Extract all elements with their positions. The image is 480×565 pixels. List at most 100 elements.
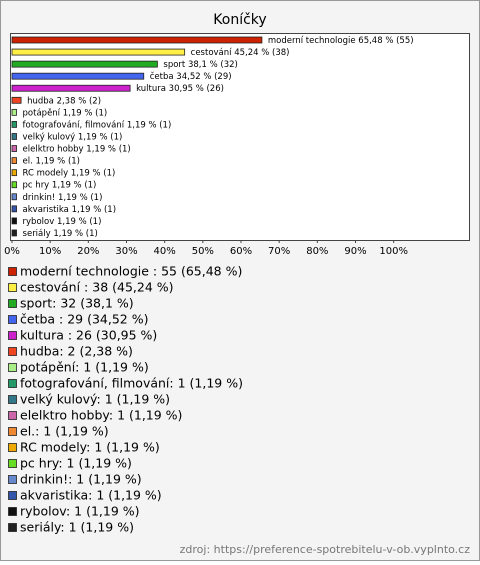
bar-label: cestování 45,24 % (38) xyxy=(191,48,290,58)
legend-label: hudba: 2 (2,38 %) xyxy=(20,344,133,359)
bar-label: el. 1,19 % (1) xyxy=(23,156,80,166)
bar-label: velký kulový 1,19 % (1) xyxy=(23,132,123,142)
bar-category: el. xyxy=(23,156,33,166)
bar-value-label: 34,52 % (29) xyxy=(176,72,231,82)
legend-label: elelktro hobby: 1 (1,19 %) xyxy=(20,408,182,423)
x-tick-label: 70% xyxy=(268,246,290,257)
x-tick-label: 80% xyxy=(306,246,328,257)
bar-label: fotografování, filmování 1,19 % (1) xyxy=(23,120,172,130)
bar-value-label: 45,24 % (38) xyxy=(234,48,289,58)
legend-swatch xyxy=(8,395,17,404)
bar-value-label: 65,48 % (55) xyxy=(358,36,413,46)
bar-category: potápění xyxy=(23,108,61,118)
bar xyxy=(11,205,17,213)
x-tick-label: 50% xyxy=(192,246,214,257)
bar-value-label: 38,1 % (32) xyxy=(188,60,238,70)
legend-label: moderní technologie : 55 (65,48 %) xyxy=(20,264,242,279)
chart-title: Koníčky xyxy=(213,12,266,28)
legend-label: četba : 29 (34,52 %) xyxy=(20,312,149,327)
bar-category: hudba xyxy=(27,96,54,106)
legend-label: rybolov: 1 (1,19 %) xyxy=(20,504,140,519)
legend-swatch xyxy=(8,523,17,532)
bar-value-label: 1,19 % (1) xyxy=(78,132,122,142)
legend-swatch xyxy=(8,475,17,484)
bar-category: kultura xyxy=(136,84,166,94)
bar-category: elelktro hobby xyxy=(23,144,84,154)
legend-label: cestování : 38 (45,24 %) xyxy=(20,280,174,295)
bar xyxy=(11,96,22,104)
x-tick-label: 0% xyxy=(4,246,20,257)
bar xyxy=(11,193,17,201)
bar-label: pc hry 1,19 % (1) xyxy=(23,180,97,190)
legend-label: RC modely: 1 (1,19 %) xyxy=(20,440,160,455)
bar-value-label: 1,19 % (1) xyxy=(72,204,116,214)
legend-label: sport: 32 (38,1 %) xyxy=(20,296,134,311)
bar-value-label: 1,19 % (1) xyxy=(127,120,171,130)
legend-swatch xyxy=(8,283,17,292)
legend-swatch xyxy=(8,459,17,468)
bar-category: akvaristika xyxy=(23,204,69,214)
bar-category: RC modely xyxy=(23,168,69,178)
x-tick-label: 10% xyxy=(39,246,61,257)
bar-value-label: 1,19 % (1) xyxy=(36,156,80,166)
bar-value-label: 1,19 % (1) xyxy=(57,216,101,226)
source: zdroj: https://preference-spotrebitelu-v… xyxy=(180,543,471,556)
legend-label: seriály: 1 (1,19 %) xyxy=(20,520,134,535)
x-tick-label: 40% xyxy=(154,246,176,257)
legend-label: el.: 1 (1,19 %) xyxy=(20,424,109,439)
bar-label: sport 38,1 % (32) xyxy=(163,60,237,70)
legend-swatch xyxy=(8,299,17,308)
bar-value-label: 1,19 % (1) xyxy=(52,180,96,190)
bar xyxy=(11,48,186,56)
legend-swatch xyxy=(8,507,17,516)
bar xyxy=(11,145,17,152)
bar-label: kultura 30,95 % (26) xyxy=(136,84,224,94)
legend-swatch xyxy=(8,411,17,420)
legend-label: drinkin!: 1 (1,19 %) xyxy=(20,472,142,487)
bar xyxy=(11,229,17,237)
bar xyxy=(11,60,158,68)
x-tick-label: 30% xyxy=(115,246,137,257)
bar-value-label: 1,19 % (1) xyxy=(53,228,97,238)
bar-category: rybolov xyxy=(23,216,55,226)
plot-area xyxy=(10,33,470,241)
bar xyxy=(11,36,263,44)
bar-value-label: 30,95 % (26) xyxy=(169,84,224,94)
legend-swatch xyxy=(8,315,17,324)
bar xyxy=(11,169,17,177)
bar-label: četba 34,52 % (29) xyxy=(150,71,232,82)
bar-label: drinkin! 1,19 % (1) xyxy=(23,192,103,202)
bar-value-label: 1,19 % (1) xyxy=(86,144,130,154)
bar-value-label: 1,19 % (1) xyxy=(58,192,102,202)
bar-label: akvaristika 1,19 % (1) xyxy=(23,204,117,214)
legend-swatch xyxy=(8,363,17,372)
bar-category: drinkin! xyxy=(23,192,56,202)
legend-swatch xyxy=(8,443,17,452)
bar-value-label: 1,19 % (1) xyxy=(71,168,115,178)
legend-swatch xyxy=(8,491,17,500)
bar xyxy=(11,217,17,225)
legend-swatch xyxy=(8,379,17,388)
bar xyxy=(11,121,17,128)
bar-category: sport xyxy=(163,60,186,70)
bar-category: velký kulový xyxy=(23,132,76,142)
bar-label: elelktro hobby 1,19 % (1) xyxy=(23,144,131,154)
legend-label: fotografování, filmování: 1 (1,19 %) xyxy=(20,376,243,391)
bar-category: četba xyxy=(150,71,174,82)
legend-swatch xyxy=(8,347,17,356)
bar xyxy=(11,157,17,165)
bar-category: fotografování, filmování xyxy=(23,120,125,130)
bar-category: cestování xyxy=(191,48,232,58)
bar-label: potápění 1,19 % (1) xyxy=(23,108,108,118)
legend-swatch xyxy=(8,331,17,340)
bar-label: seriály 1,19 % (1) xyxy=(23,228,98,238)
bar xyxy=(11,72,145,80)
x-tick-label: 90% xyxy=(344,246,366,257)
legend-label: pc hry: 1 (1,19 %) xyxy=(20,456,132,471)
bar-label: moderní technologie 65,48 % (55) xyxy=(268,36,414,46)
x-tick-label: 20% xyxy=(77,246,99,257)
bar-value-label: 1,19 % (1) xyxy=(63,108,107,118)
x-tick-label: 60% xyxy=(230,246,252,257)
bar-category: seriály xyxy=(23,228,51,238)
